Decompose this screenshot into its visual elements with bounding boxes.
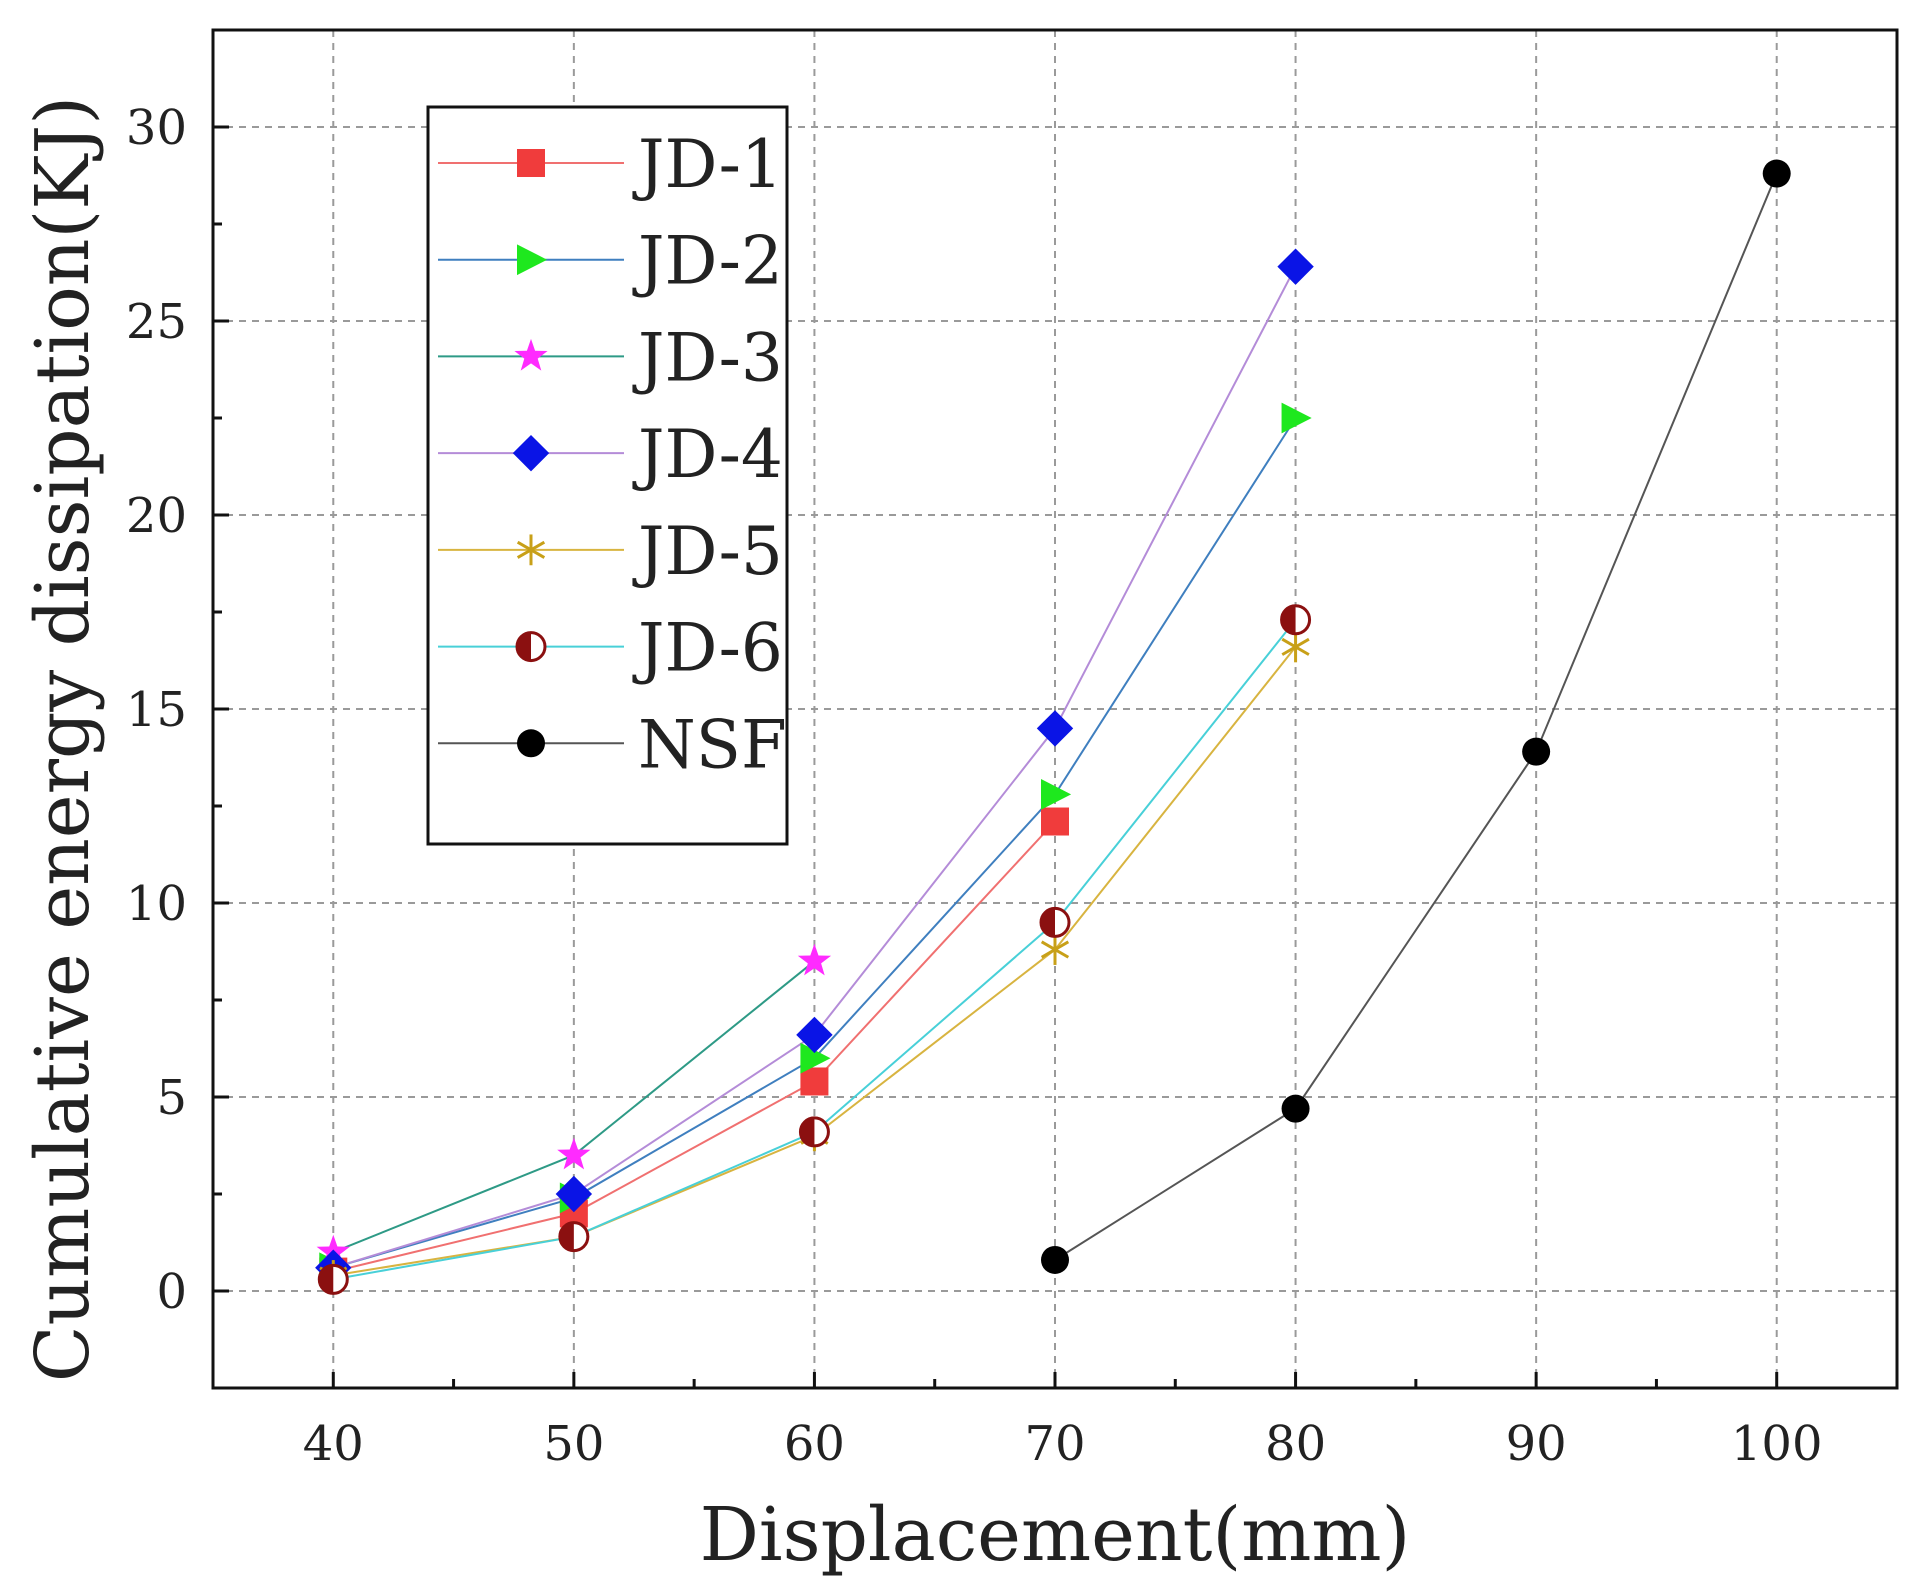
legend-label: JD-3 xyxy=(632,319,783,396)
y-tick-label: 5 xyxy=(156,1070,187,1126)
x-tick-label: 70 xyxy=(1024,1416,1085,1472)
legend-marker-jd-1 xyxy=(517,149,545,177)
data-point-jd-3 xyxy=(797,943,832,976)
legend-item-jd-1: JD-1 xyxy=(438,126,783,203)
data-point-jd-1 xyxy=(800,1067,829,1096)
data-point-jd-6 xyxy=(798,1116,830,1148)
axis-tick-labels: 40 50 60 70 80 90 100 0 5 10 15 20 25 30 xyxy=(126,100,1823,1472)
data-point-jd-2 xyxy=(1281,402,1312,434)
data-point-nsf xyxy=(1041,1245,1069,1274)
legend-label: NSF xyxy=(638,706,787,783)
y-tick-label: 25 xyxy=(126,294,187,350)
data-point-jd-1 xyxy=(1041,807,1069,836)
legend-marker-jd-2 xyxy=(517,244,548,276)
legend-marker-nsf xyxy=(517,729,545,758)
x-tick-label: 80 xyxy=(1265,1416,1326,1472)
x-axis-title: Displacement(mm) xyxy=(700,1492,1411,1578)
series-line-nsf xyxy=(1054,173,1778,1261)
legend-item-nsf: NSF xyxy=(438,706,787,783)
data-point-jd-4 xyxy=(1277,248,1314,285)
legend-box xyxy=(426,105,789,846)
y-tick-label: 20 xyxy=(126,488,187,544)
x-tick-label: 90 xyxy=(1506,1416,1567,1472)
legend-label: JD-2 xyxy=(632,223,783,300)
data-point-jd-5 xyxy=(1040,934,1070,965)
data-point-jd-4 xyxy=(1036,710,1074,747)
axis-ticks xyxy=(213,125,1779,1388)
y-tick-label: 10 xyxy=(126,876,187,932)
data-point-jd-6 xyxy=(317,1263,349,1295)
data-point-nsf xyxy=(1762,159,1791,188)
data-point-jd-6 xyxy=(1280,604,1312,636)
legend-item-jd-2: JD-2 xyxy=(438,223,783,300)
y-tick-label: 0 xyxy=(156,1264,187,1320)
x-tick-label: 60 xyxy=(784,1416,845,1472)
legend-marker-jd-4 xyxy=(512,434,550,472)
data-point-nsf xyxy=(1522,737,1551,766)
legend-item-jd-6: JD-6 xyxy=(438,610,783,687)
data-point-jd-5 xyxy=(1281,631,1310,663)
legend-label: JD-6 xyxy=(632,610,783,687)
data-point-jd-3 xyxy=(557,1137,591,1170)
data-point-jd-6 xyxy=(1039,906,1071,938)
legend-item-jd-5: JD-5 xyxy=(438,513,783,590)
series-line-jd-1 xyxy=(333,820,1056,1273)
y-tick-label: 30 xyxy=(126,100,187,156)
x-tick-label: 50 xyxy=(543,1416,604,1472)
series-markers xyxy=(315,159,1791,1295)
legend-label: JD-1 xyxy=(632,126,783,203)
legend-marker-jd-6 xyxy=(515,631,547,663)
data-point-jd-4 xyxy=(796,1016,833,1054)
legend-marker-jd-3 xyxy=(514,338,548,371)
data-point-jd-2 xyxy=(1041,778,1072,810)
legend-label: JD-4 xyxy=(632,416,783,493)
legend-label: JD-5 xyxy=(632,513,783,590)
data-point-jd-4 xyxy=(555,1175,593,1213)
legend-marker-jd-5 xyxy=(516,534,546,566)
legend: JD-1 JD-2 JD-3 JD-4 JD-5 JD-6 NSF xyxy=(426,105,789,846)
y-tick-label: 15 xyxy=(126,682,187,738)
legend-item-jd-4: JD-4 xyxy=(438,416,783,493)
data-point-nsf xyxy=(1281,1094,1310,1123)
x-tick-label: 40 xyxy=(303,1416,364,1472)
data-point-jd-6 xyxy=(558,1221,590,1253)
legend-item-jd-3: JD-3 xyxy=(438,319,783,396)
data-point-jd-2 xyxy=(800,1042,831,1074)
x-tick-label: 100 xyxy=(1731,1416,1823,1472)
y-axis-title: Cumulative energy dissipation(KJ) xyxy=(20,96,106,1382)
